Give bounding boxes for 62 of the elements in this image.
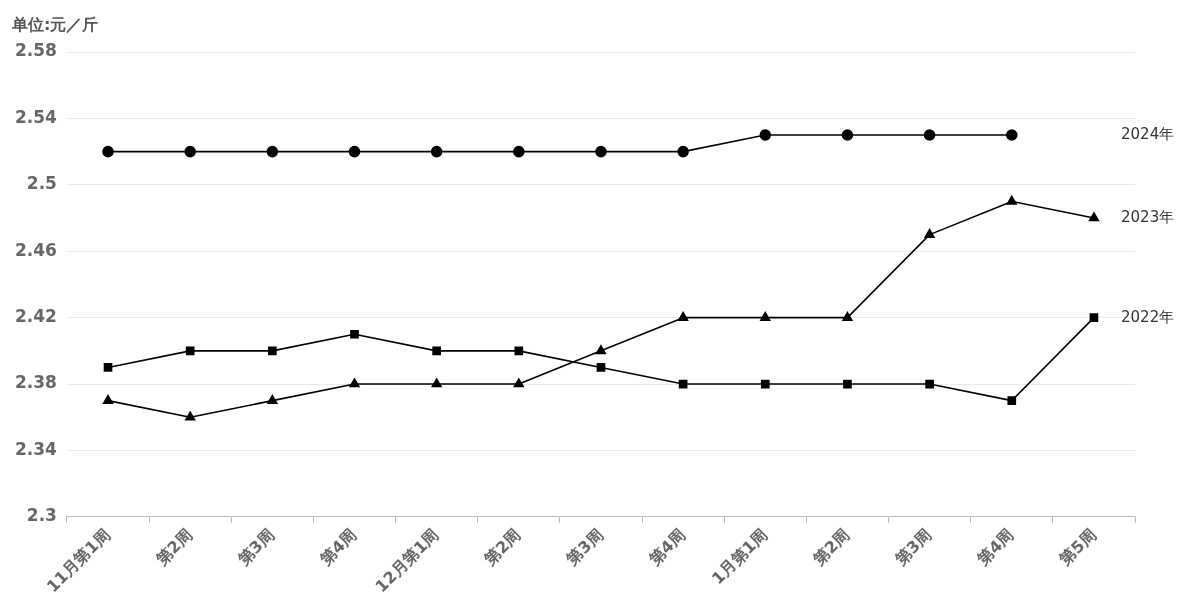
x-tick-label: 第3周 [233, 524, 279, 570]
x-tick-label: 第2周 [808, 524, 854, 570]
x-tick-label: 第2周 [151, 524, 196, 570]
x-tick-label: 第3周 [562, 524, 607, 570]
point [1005, 129, 1018, 141]
point [513, 145, 525, 158]
y-tick-label: 2.46 [14, 239, 57, 260]
y-tick-label: 2.42 [14, 306, 57, 327]
point [1007, 396, 1017, 405]
point [677, 145, 689, 158]
y-tick-label: 2.3 [26, 505, 57, 526]
y-tick-label: 2.58 [14, 40, 57, 61]
point [184, 145, 196, 158]
x-tick-label: 第2周 [479, 524, 525, 570]
point [431, 378, 442, 388]
y-tick-label: 2.5 [26, 173, 57, 194]
point [595, 145, 607, 158]
x-tick-label: 第4周 [644, 524, 689, 570]
point [185, 346, 195, 356]
point [430, 145, 443, 158]
point [1006, 195, 1017, 205]
point [842, 311, 853, 321]
x-tick-label: 第3周 [890, 524, 936, 570]
point [349, 378, 360, 388]
point [760, 379, 770, 389]
point [267, 394, 278, 404]
y-axis-title: 单位:元／斤 [11, 15, 99, 35]
point [760, 311, 771, 321]
point [595, 345, 607, 355]
point [678, 311, 689, 321]
point [102, 394, 114, 404]
point [923, 129, 936, 141]
point [1089, 313, 1099, 322]
point [268, 346, 277, 356]
series-label: 2023年 [1121, 207, 1175, 226]
point [759, 129, 772, 141]
x-tick-label: 第4周 [972, 524, 1018, 570]
point [513, 378, 524, 388]
point [1088, 212, 1100, 222]
series-label: 2022年 [1121, 307, 1175, 326]
point [596, 363, 606, 372]
x-tick-label: 12月第1周 [371, 524, 443, 596]
point [843, 379, 852, 389]
x-tick-label: 1月第1周 [707, 524, 772, 589]
point [514, 346, 524, 356]
point [925, 379, 934, 389]
point [348, 145, 361, 158]
y-tick-label: 2.34 [14, 438, 58, 459]
point [841, 129, 854, 141]
point [103, 363, 113, 372]
point [924, 228, 935, 238]
point [185, 411, 196, 421]
x-tick-label: 第5周 [1055, 524, 1100, 570]
y-tick-label: 2.38 [14, 372, 57, 393]
point [432, 346, 441, 356]
text: 2024年 [1121, 124, 1175, 143]
x-tick-label: 第4周 [315, 524, 361, 570]
point [102, 145, 114, 158]
y-tick-label: 2.54 [14, 106, 58, 127]
point [350, 329, 359, 339]
point [266, 145, 279, 158]
x-tick-label: 11月第1周 [42, 524, 114, 596]
